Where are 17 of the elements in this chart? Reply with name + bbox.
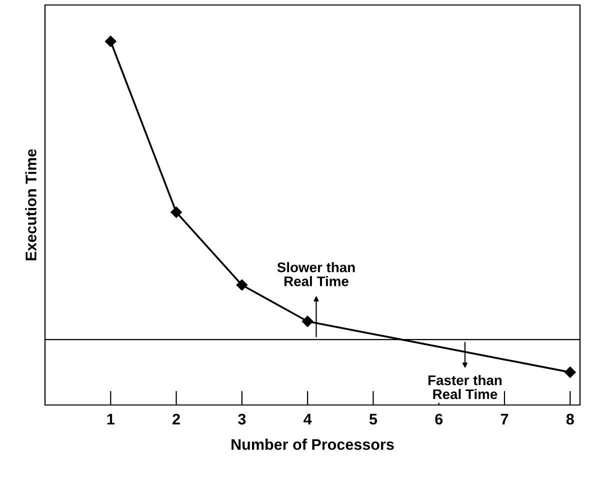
x-tick-label: 4 (304, 414, 312, 424)
annotation: Faster than Real Time (428, 375, 502, 400)
x-tick-label: 2 (172, 414, 180, 424)
x-tick-label: 8 (566, 414, 574, 425)
point (302, 316, 314, 327)
x-axis-title: Number of Processors (232, 438, 394, 450)
x-tick-label: 6 (435, 414, 443, 425)
x-tick-label: 3 (238, 414, 246, 425)
x-tick-label: 7 (500, 414, 508, 424)
point (170, 206, 182, 218)
x-tick-label: 5 (369, 414, 378, 425)
x-tick-label: 1 (107, 414, 114, 424)
point (236, 279, 248, 291)
y-axis-title: Execution Time (25, 149, 36, 260)
annotation: Slower than Real Time (277, 262, 355, 286)
point (564, 366, 576, 378)
point (105, 36, 116, 47)
